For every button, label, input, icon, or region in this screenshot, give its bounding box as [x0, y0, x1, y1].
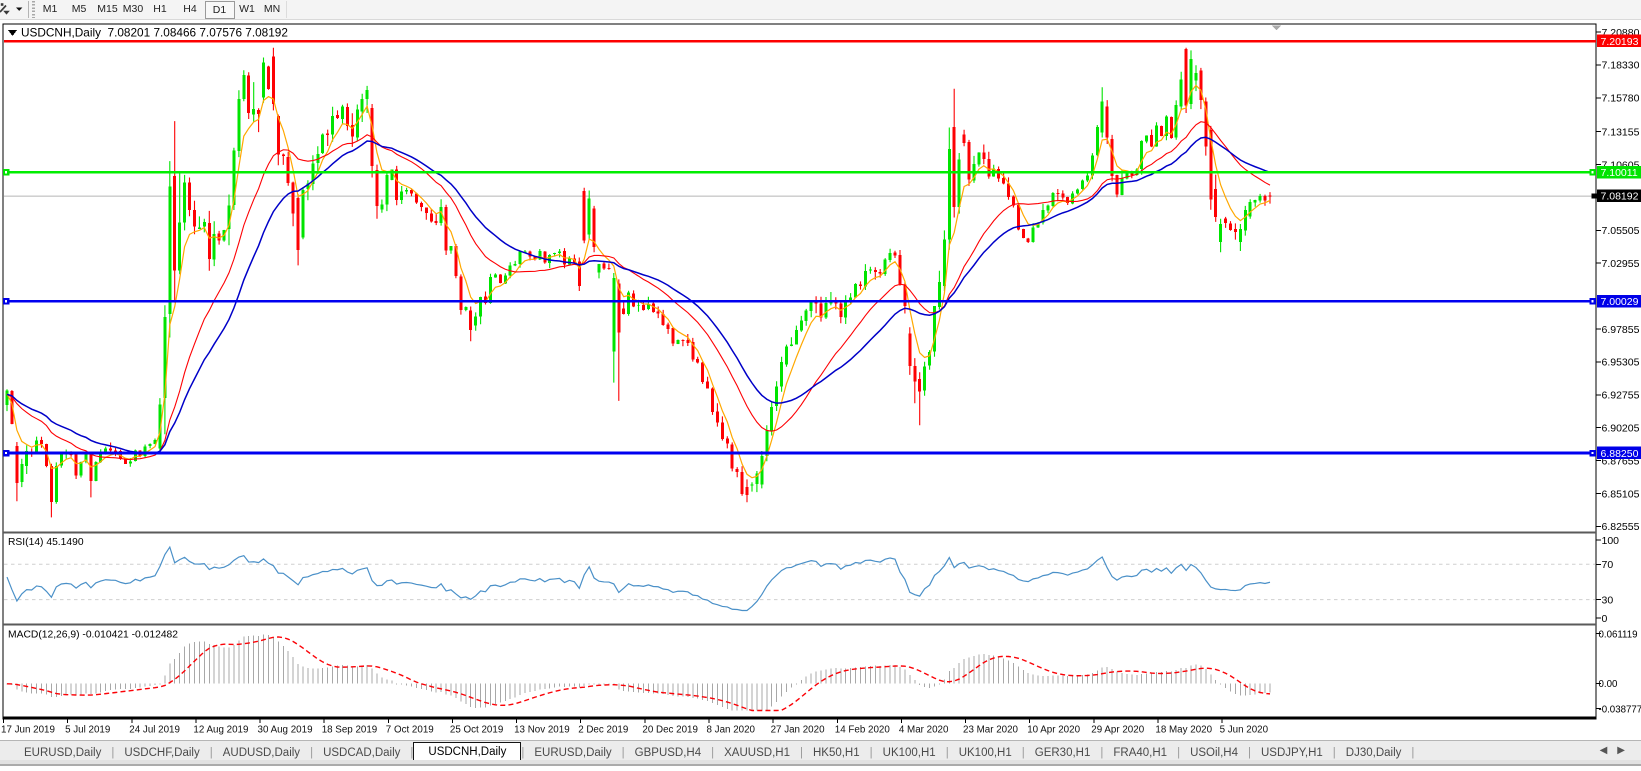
- svg-text:10 Apr 2020: 10 Apr 2020: [1027, 725, 1080, 736]
- svg-text:7.10011: 7.10011: [1601, 167, 1638, 179]
- svg-text:7.13155: 7.13155: [1602, 127, 1640, 139]
- svg-text:27 Jan 2020: 27 Jan 2020: [771, 725, 825, 736]
- svg-text:17 Jun 2019: 17 Jun 2019: [1, 725, 55, 736]
- svg-text:30 Aug 2019: 30 Aug 2019: [258, 725, 313, 736]
- svg-text:-0.038777: -0.038777: [1599, 704, 1641, 715]
- svg-text:0.00: 0.00: [1599, 679, 1618, 690]
- svg-text:20 Dec 2019: 20 Dec 2019: [642, 725, 698, 736]
- svg-text:8 Jan 2020: 8 Jan 2020: [707, 725, 756, 736]
- svg-text:6.85105: 6.85105: [1602, 488, 1640, 500]
- svg-text:0: 0: [1602, 613, 1608, 625]
- svg-text:100: 100: [1602, 535, 1620, 547]
- svg-text:6.92755: 6.92755: [1602, 390, 1640, 402]
- svg-text:30: 30: [1602, 594, 1614, 606]
- svg-text:12 Aug 2019: 12 Aug 2019: [193, 725, 248, 736]
- svg-text:2 Dec 2019: 2 Dec 2019: [578, 725, 628, 736]
- svg-text:18 Sep 2019: 18 Sep 2019: [322, 725, 378, 736]
- svg-text:29 Apr 2020: 29 Apr 2020: [1091, 725, 1144, 736]
- svg-text:13 Nov 2019: 13 Nov 2019: [514, 725, 570, 736]
- svg-text:23 Mar 2020: 23 Mar 2020: [963, 725, 1019, 736]
- svg-text:5 Jul 2019: 5 Jul 2019: [65, 725, 110, 736]
- svg-text:7 Oct 2019: 7 Oct 2019: [386, 725, 434, 736]
- svg-text:6.95305: 6.95305: [1602, 357, 1640, 369]
- svg-text:7.20193: 7.20193: [1601, 36, 1639, 48]
- svg-text:0.061119: 0.061119: [1599, 629, 1638, 640]
- svg-text:5 Jun 2020: 5 Jun 2020: [1220, 725, 1269, 736]
- svg-text:24 Jul 2019: 24 Jul 2019: [129, 725, 180, 736]
- svg-text:6.88250: 6.88250: [1601, 448, 1639, 460]
- svg-text:7.05505: 7.05505: [1602, 225, 1640, 237]
- svg-text:7.18330: 7.18330: [1602, 60, 1640, 72]
- svg-text:RSI(14) 45.1490: RSI(14) 45.1490: [8, 537, 84, 548]
- svg-text:6.97855: 6.97855: [1602, 324, 1640, 336]
- svg-text:14 Feb 2020: 14 Feb 2020: [835, 725, 891, 736]
- svg-text:7.00029: 7.00029: [1601, 296, 1639, 308]
- svg-text:MACD(12,26,9) -0.010421 -0.012: MACD(12,26,9) -0.010421 -0.012482: [8, 630, 178, 641]
- svg-text:18 May 2020: 18 May 2020: [1155, 725, 1212, 736]
- svg-text:4 Mar 2020: 4 Mar 2020: [899, 725, 949, 736]
- svg-text:6.90205: 6.90205: [1602, 423, 1640, 435]
- svg-text:7.08192: 7.08192: [1601, 191, 1639, 203]
- svg-text:70: 70: [1602, 559, 1614, 571]
- svg-text:25 Oct 2019: 25 Oct 2019: [450, 725, 503, 736]
- svg-text:6.82555: 6.82555: [1602, 521, 1640, 533]
- svg-text:7.15780: 7.15780: [1602, 93, 1640, 105]
- svg-text:7.02955: 7.02955: [1602, 258, 1640, 270]
- svg-text:USDCNH,Daily 7.08201 7.08466: USDCNH,Daily 7.08201 7.08466 7.07576 7.0…: [21, 26, 288, 40]
